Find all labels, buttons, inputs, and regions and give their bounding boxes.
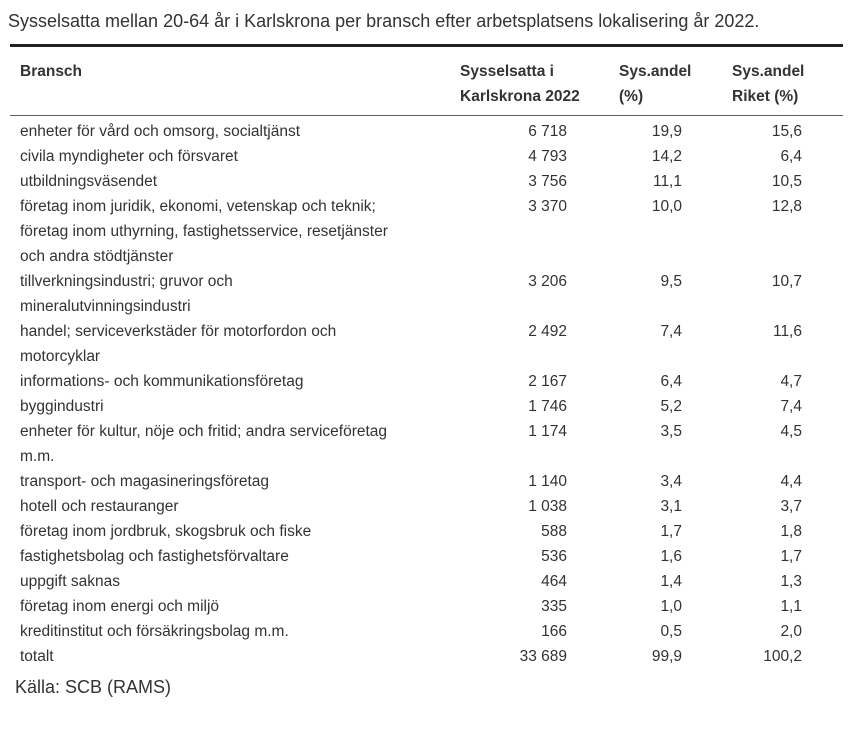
cell-sys-andel-riket: 2,0 (780, 623, 802, 640)
cell-bransch: informations- och kommunikationsföretag (20, 373, 304, 390)
table-row: företag inom energi och miljö 335 1,0 1,1 (10, 594, 843, 619)
column-header-sys-andel-riket: Sys.andel Riket (%) (712, 45, 843, 116)
cell-sysselsatta-karlskrona: 2 167 (528, 373, 567, 390)
cell-sys-andel: 3,4 (660, 473, 682, 490)
cell-sys-andel: 19,9 (651, 123, 682, 140)
cell-sys-andel: 1,7 (660, 523, 682, 540)
table-row: totalt 33 689 99,9 100,2 (10, 644, 843, 669)
cell-sysselsatta-karlskrona: 2 492 (528, 323, 567, 340)
cell-sysselsatta-karlskrona: 6 718 (528, 123, 567, 140)
cell-bransch: civila myndigheter och försvaret (20, 148, 238, 165)
column-header-sys-andel: Sys.andel (%) (605, 45, 712, 116)
report-page: Sysselsatta mellan 20-64 år i Karlskrona… (8, 11, 843, 697)
page-title: Sysselsatta mellan 20-64 år i Karlskrona… (8, 11, 760, 31)
cell-sys-andel: 7,4 (660, 323, 682, 340)
cell-sys-andel: 14,2 (651, 148, 682, 165)
cell-bransch: enheter för vård och omsorg, socialtjäns… (20, 123, 300, 140)
cell-bransch: transport- och magasineringsföretag (20, 473, 269, 490)
cell-sys-andel: 3,5 (660, 423, 682, 440)
table-row: handel; serviceverkstäder för motorfordo… (10, 319, 843, 369)
column-header-sysselsatta-karlskrona: Sysselsatta i Karlskrona 2022 (440, 45, 605, 116)
cell-bransch: handel; serviceverkstäder för motorfordo… (20, 323, 337, 365)
table-row: byggindustri 1 746 5,2 7,4 (10, 394, 843, 419)
table-row: enheter för kultur, nöje och fritid; and… (10, 419, 843, 469)
cell-sys-andel-riket: 12,8 (771, 198, 802, 215)
cell-sysselsatta-karlskrona: 1 038 (528, 498, 567, 515)
cell-sysselsatta-karlskrona: 536 (541, 548, 567, 565)
cell-sysselsatta-karlskrona: 335 (541, 598, 567, 615)
table-body: enheter för vård och omsorg, socialtjäns… (10, 116, 843, 670)
cell-bransch: företag inom jordbruk, skogsbruk och fis… (20, 523, 312, 540)
cell-sysselsatta-karlskrona: 3 756 (528, 173, 567, 190)
cell-bransch: uppgift saknas (20, 573, 120, 590)
cell-sysselsatta-karlskrona: 3 370 (528, 198, 567, 215)
cell-sysselsatta-karlskrona: 464 (541, 573, 567, 590)
cell-bransch: fastighetsbolag och fastighetsförvaltare (20, 548, 289, 565)
cell-sys-andel: 0,5 (660, 623, 682, 640)
table-row: kreditinstitut och försäkringsbolag m.m.… (10, 619, 843, 644)
cell-sys-andel: 10,0 (651, 198, 682, 215)
cell-sysselsatta-karlskrona: 33 689 (519, 648, 567, 665)
cell-sys-andel: 11,1 (652, 173, 682, 190)
cell-bransch: totalt (20, 648, 54, 665)
column-header-bransch: Bransch (10, 45, 440, 116)
cell-bransch: enheter för kultur, nöje och fritid; and… (20, 423, 388, 465)
cell-sys-andel-riket: 10,7 (771, 273, 802, 290)
cell-sys-andel-riket: 1,3 (780, 573, 802, 590)
cell-bransch: hotell och restauranger (20, 498, 179, 515)
header-row: Bransch Sysselsatta i Karlskrona 2022 Sy… (10, 45, 843, 116)
table-row: informations- och kommunikationsföretag 2… (10, 369, 843, 394)
cell-sys-andel-riket: 15,6 (771, 123, 802, 140)
cell-sys-andel-riket: 3,7 (780, 498, 802, 515)
table-row: enheter för vård och omsorg, socialtjäns… (10, 116, 843, 145)
table-row: hotell och restauranger 1 038 3,1 3,7 (10, 494, 843, 519)
cell-sys-andel-riket: 100,2 (763, 648, 802, 665)
data-table: Bransch Sysselsatta i Karlskrona 2022 Sy… (10, 44, 843, 669)
cell-sys-andel-riket: 4,4 (780, 473, 802, 490)
table-row: uppgift saknas 464 1,4 1,3 (10, 569, 843, 594)
cell-sys-andel: 1,6 (660, 548, 682, 565)
cell-sys-andel-riket: 4,5 (780, 423, 802, 440)
cell-sysselsatta-karlskrona: 588 (541, 523, 567, 540)
cell-bransch: utbildningsväsendet (20, 173, 158, 190)
cell-bransch: kreditinstitut och försäkringsbolag m.m. (20, 623, 289, 640)
cell-sys-andel: 3,1 (660, 498, 682, 515)
cell-sysselsatta-karlskrona: 1 746 (528, 398, 567, 415)
cell-sys-andel: 1,0 (660, 598, 682, 615)
cell-sys-andel: 9,5 (660, 273, 682, 290)
cell-sysselsatta-karlskrona: 4 793 (528, 148, 567, 165)
cell-sys-andel-riket: 7,4 (780, 398, 802, 415)
source-note: Källa: SCB (RAMS) (15, 677, 172, 697)
table-header: Bransch Sysselsatta i Karlskrona 2022 Sy… (10, 45, 843, 116)
cell-bransch: tillverkningsindustri; gruvor och mineral… (20, 273, 233, 315)
cell-sys-andel: 6,4 (660, 373, 682, 390)
table-row: transport- och magasineringsföretag 1 140… (10, 469, 843, 494)
cell-sysselsatta-karlskrona: 3 206 (528, 273, 567, 290)
table-row: utbildningsväsendet 3 756 11,1 10,5 (10, 169, 843, 194)
cell-sys-andel-riket: 4,7 (780, 373, 802, 390)
table-row: tillverkningsindustri; gruvor och mineral… (10, 269, 843, 319)
cell-sys-andel-riket: 1,8 (780, 523, 802, 540)
table-row: företag inom juridik, ekonomi, vetenskap… (10, 194, 843, 269)
cell-bransch: företag inom juridik, ekonomi, vetenskap… (20, 198, 388, 265)
cell-sysselsatta-karlskrona: 1 174 (528, 423, 567, 440)
cell-bransch: företag inom energi och miljö (20, 598, 220, 615)
cell-sys-andel-riket: 11,6 (772, 323, 802, 340)
cell-sys-andel-riket: 10,5 (771, 173, 802, 190)
cell-bransch: byggindustri (20, 398, 104, 415)
cell-sysselsatta-karlskrona: 1 140 (528, 473, 567, 490)
table-row: fastighetsbolag och fastighetsförvaltare… (10, 544, 843, 569)
cell-sys-andel-riket: 1,7 (780, 548, 802, 565)
cell-sys-andel-riket: 6,4 (780, 148, 802, 165)
table-row: civila myndigheter och försvaret 4 793 14,… (10, 144, 843, 169)
cell-sys-andel-riket: 1,1 (780, 598, 802, 615)
cell-sys-andel: 99,9 (651, 648, 682, 665)
cell-sys-andel: 1,4 (660, 573, 682, 590)
table-row: företag inom jordbruk, skogsbruk och fis… (10, 519, 843, 544)
cell-sysselsatta-karlskrona: 166 (541, 623, 567, 640)
cell-sys-andel: 5,2 (660, 398, 682, 415)
